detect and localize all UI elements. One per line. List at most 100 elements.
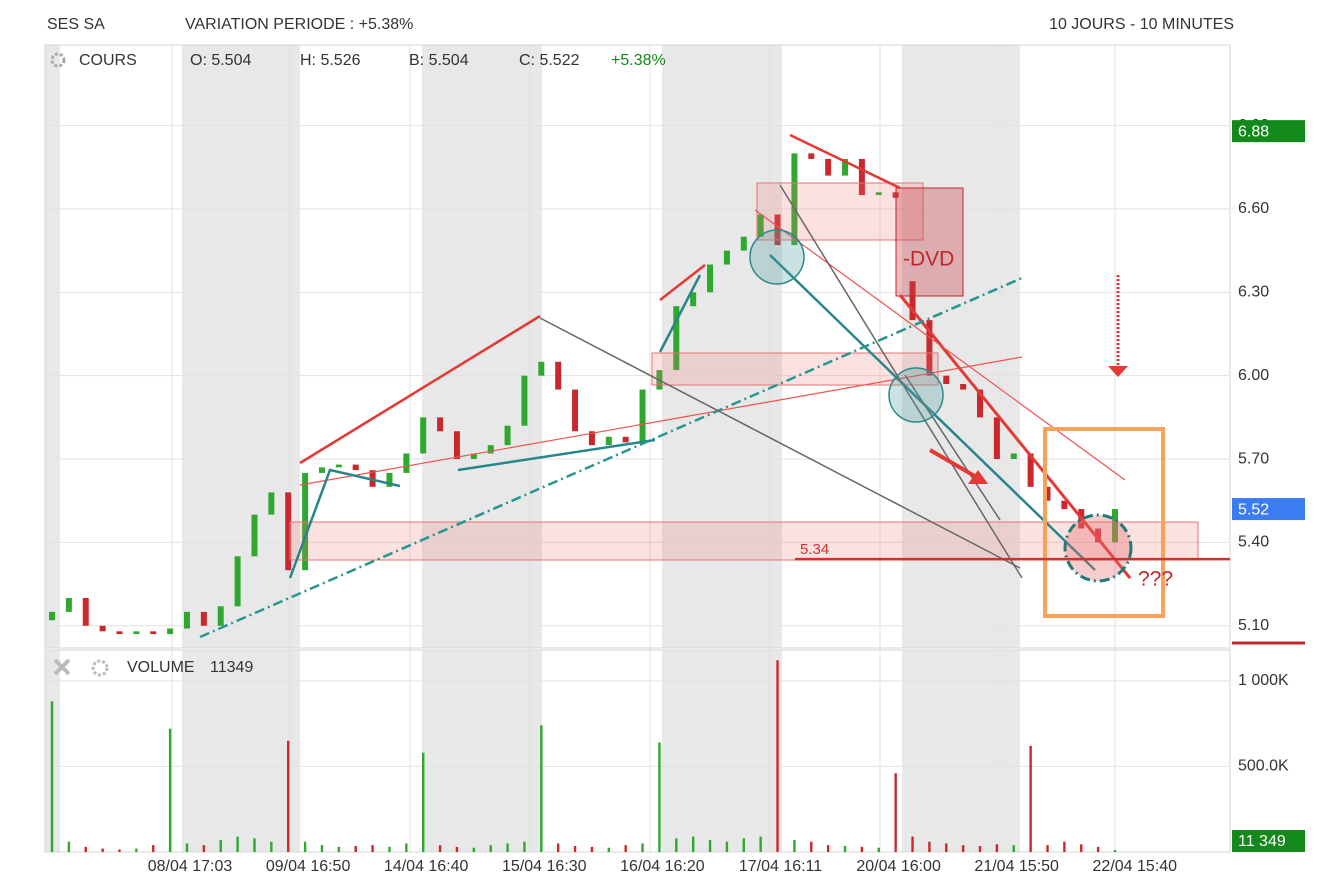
candle — [335, 464, 342, 468]
candle — [960, 384, 967, 390]
candle — [234, 556, 241, 607]
candle — [133, 631, 140, 635]
volume-bar — [101, 848, 104, 852]
candle — [453, 431, 460, 460]
close-icon[interactable] — [53, 658, 71, 676]
panel-label: VOLUME — [127, 659, 195, 676]
candle — [875, 192, 882, 196]
volume-bar — [438, 845, 442, 852]
candle — [403, 453, 410, 473]
candle — [200, 611, 207, 626]
volume-bar — [961, 845, 965, 852]
volume-bar — [590, 846, 594, 852]
y2-tick-label: 500.0K — [1238, 758, 1289, 775]
volume-bar — [236, 836, 239, 852]
volume-bar — [506, 843, 509, 852]
volume-bar — [708, 840, 712, 852]
x-tick-label: 22/04 15:40 — [1093, 858, 1178, 875]
volume-bar — [523, 841, 526, 852]
ohlc-close: C: 5.522 — [519, 52, 580, 69]
volume-bar — [253, 838, 256, 852]
volume-bar — [928, 841, 931, 852]
volume-bar — [624, 845, 627, 852]
candle — [82, 597, 89, 626]
volume-bar — [455, 846, 459, 852]
volume-bar — [84, 846, 87, 852]
gear-icon[interactable] — [50, 52, 66, 68]
volume-bar — [371, 845, 374, 852]
x-tick-label: 17/04 16:11 — [739, 858, 822, 875]
volume-bar — [810, 841, 813, 852]
volume-bar — [995, 844, 999, 852]
x-tick-label: 16/04 16:20 — [620, 858, 705, 875]
y-tick-label: 5.70 — [1238, 450, 1269, 467]
candle — [386, 472, 393, 487]
candle — [909, 281, 916, 321]
candle — [842, 158, 849, 176]
candle — [504, 425, 511, 446]
x-tick-label: 15/04 16:30 — [502, 858, 587, 875]
volume-bar — [860, 846, 864, 852]
candle — [251, 514, 258, 557]
period: 10 JOURS - 10 MINUTES — [1049, 16, 1234, 33]
drawings — [199, 133, 1199, 639]
annotation: ??? — [1138, 568, 1173, 591]
volume-bar — [978, 846, 982, 852]
volume-bar — [1046, 845, 1049, 852]
volume-bar — [472, 847, 476, 852]
candle — [437, 417, 444, 432]
price-marker-label: 6.88 — [1238, 123, 1269, 140]
x-tick-label: 14/04 16:40 — [384, 858, 469, 875]
x-tick-label: 08/04 17:03 — [148, 858, 233, 875]
chart-title: SES SA — [47, 16, 105, 33]
candle — [420, 417, 427, 454]
volume-bar — [422, 752, 425, 852]
volume-bar — [287, 740, 290, 852]
candle — [858, 158, 865, 196]
candle — [352, 464, 359, 471]
y-tick-label: 6.30 — [1238, 284, 1269, 301]
candle — [167, 628, 174, 635]
volume-bar — [489, 845, 492, 852]
volume-bar — [725, 841, 729, 852]
level-label: 5.34 — [800, 541, 829, 558]
candle — [825, 158, 832, 176]
volume-marker-label: 11 349 — [1238, 833, 1286, 850]
candle — [1044, 486, 1051, 501]
volume-bar — [945, 843, 948, 852]
volume-bar — [118, 849, 121, 852]
candle — [588, 431, 595, 446]
x-tick-label: 20/04 16:00 — [856, 858, 941, 875]
volume-bar — [540, 725, 543, 852]
candle — [572, 389, 579, 432]
y-tick-label: 5.10 — [1238, 617, 1269, 634]
candle — [943, 375, 950, 385]
x-tick-label: 21/04 15:50 — [974, 858, 1059, 875]
candle — [926, 320, 933, 376]
candle — [1112, 509, 1118, 543]
ohlc-high: H: 5.526 — [300, 52, 361, 69]
y-tick-label: 6.60 — [1238, 200, 1269, 217]
panel-label: COURS — [79, 52, 137, 69]
candle — [622, 436, 629, 443]
volume-bar — [320, 845, 324, 852]
price-marker — [1232, 120, 1305, 143]
volume-bar — [759, 836, 762, 852]
candle — [268, 492, 275, 515]
candle — [116, 631, 123, 635]
volume-bar — [1063, 841, 1066, 852]
volume-bar — [1113, 850, 1117, 852]
volume-bar — [388, 846, 391, 852]
gear-icon[interactable] — [91, 659, 109, 677]
volume-bar — [67, 841, 71, 852]
ohlc-low: B: 5.504 — [409, 52, 469, 69]
volume-bar — [1096, 846, 1100, 852]
candle — [150, 631, 157, 635]
volume-bar — [675, 838, 678, 852]
candle — [605, 436, 612, 446]
subtitle: VARIATION PERIODE : +5.38% — [185, 16, 413, 33]
candle — [993, 417, 1000, 460]
candle — [65, 597, 72, 612]
volume-bar — [1012, 845, 1015, 852]
volume-bar — [1080, 844, 1083, 852]
